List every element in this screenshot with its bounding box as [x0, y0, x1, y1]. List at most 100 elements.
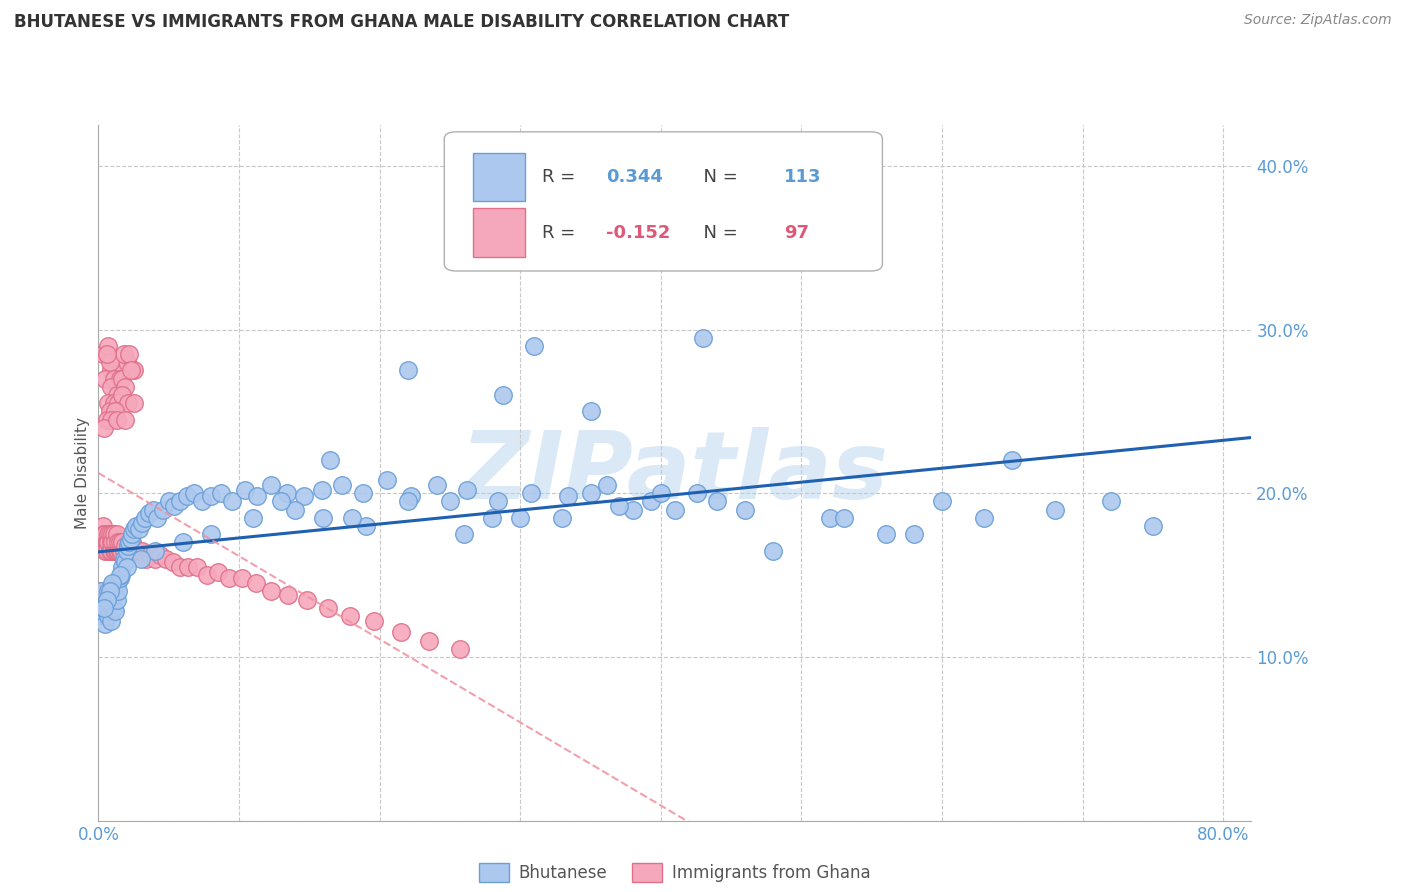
Point: [163, 500, 186, 514]
Point: [453, 527, 475, 541]
Point: [93, 600, 115, 615]
Point: [195, 568, 218, 582]
Point: [120, 543, 142, 558]
Point: [103, 600, 125, 615]
Point: [117, 539, 139, 553]
Point: [103, 576, 125, 591]
Point: [242, 510, 264, 524]
Point: [94, 543, 117, 558]
Point: [818, 510, 841, 524]
Point: [200, 490, 222, 504]
Point: [100, 412, 122, 426]
Point: [101, 527, 124, 541]
Point: [292, 490, 315, 504]
Point: [149, 549, 172, 563]
Point: [104, 604, 127, 618]
Point: [832, 510, 855, 524]
Point: [177, 560, 200, 574]
Point: [311, 483, 333, 497]
FancyBboxPatch shape: [472, 153, 524, 202]
Point: [284, 502, 307, 516]
Point: [110, 568, 132, 582]
Point: [111, 371, 134, 385]
Point: [97, 609, 120, 624]
Point: [91, 347, 114, 361]
Point: [96, 412, 118, 426]
Point: [98, 584, 121, 599]
Point: [903, 527, 925, 541]
Point: [1043, 502, 1066, 516]
Point: [118, 535, 141, 549]
Point: [105, 388, 128, 402]
Point: [973, 510, 995, 524]
Point: [138, 506, 160, 520]
Point: [89, 600, 111, 615]
Point: [115, 355, 138, 369]
Point: [260, 478, 283, 492]
Point: [139, 549, 162, 563]
Point: [104, 404, 127, 418]
Point: [426, 478, 449, 492]
Point: [120, 532, 142, 546]
Point: [316, 600, 339, 615]
Point: [418, 633, 440, 648]
Point: [117, 396, 139, 410]
Point: [108, 371, 131, 385]
Point: [209, 486, 232, 500]
Point: [375, 473, 398, 487]
Point: [172, 535, 194, 549]
Point: [103, 371, 125, 385]
Point: [706, 494, 728, 508]
Point: [363, 614, 385, 628]
Point: [176, 490, 198, 504]
Point: [122, 363, 145, 377]
Point: [396, 494, 419, 508]
Point: [129, 551, 152, 566]
Point: [146, 510, 169, 524]
Point: [352, 486, 374, 500]
Text: 0.344: 0.344: [606, 168, 662, 186]
Point: [439, 494, 461, 508]
Point: [90, 584, 112, 599]
Point: [98, 355, 121, 369]
FancyBboxPatch shape: [444, 132, 883, 271]
Point: [97, 584, 120, 599]
Point: [152, 502, 174, 516]
Point: [640, 494, 662, 508]
Point: [100, 535, 122, 549]
Point: [108, 571, 131, 585]
Point: [112, 347, 135, 361]
Point: [105, 592, 128, 607]
Point: [111, 388, 134, 402]
Point: [98, 404, 121, 418]
Point: [89, 592, 111, 607]
Point: [108, 543, 131, 558]
Point: [162, 555, 184, 569]
Point: [121, 535, 143, 549]
Point: [114, 380, 136, 394]
Point: [101, 576, 124, 591]
Point: [105, 576, 128, 591]
Point: [90, 527, 112, 541]
Point: [93, 535, 115, 549]
Point: [91, 519, 114, 533]
Point: [260, 584, 283, 599]
Point: [157, 494, 180, 508]
Point: [98, 543, 121, 558]
Point: [98, 604, 121, 618]
Point: [114, 555, 136, 569]
Point: [492, 388, 515, 402]
Point: [103, 543, 125, 558]
Point: [114, 412, 136, 426]
Point: [686, 486, 709, 500]
Point: [100, 543, 122, 558]
Point: [111, 560, 134, 574]
Point: [118, 347, 141, 361]
Point: [118, 543, 141, 558]
Point: [134, 510, 156, 524]
Point: [143, 551, 166, 566]
Point: [97, 396, 120, 410]
Point: [1099, 494, 1122, 508]
Point: [93, 600, 115, 615]
Point: [97, 535, 120, 549]
